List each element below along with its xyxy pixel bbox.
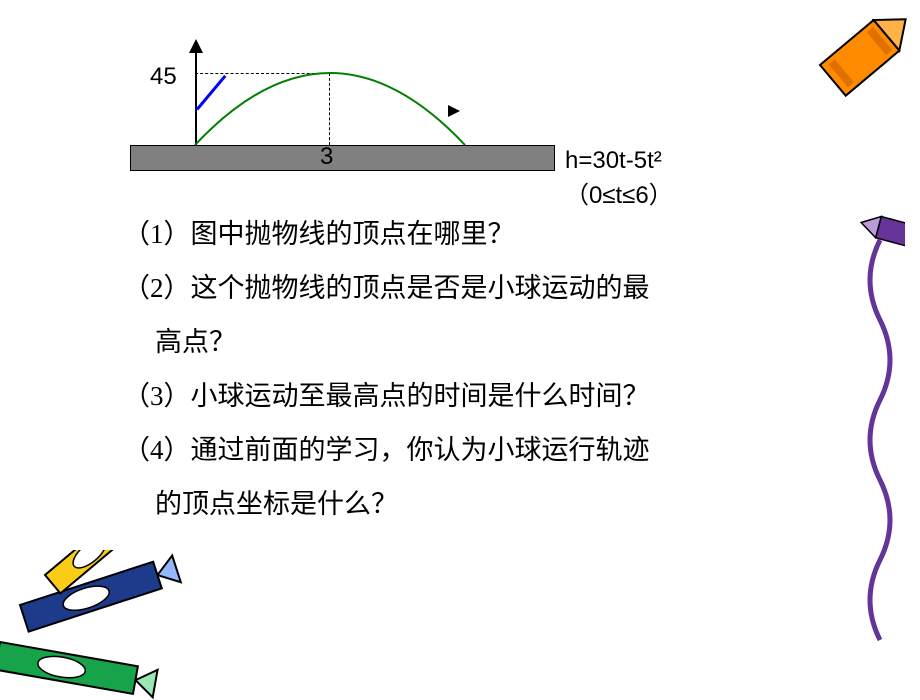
- crayon-decoration-tr: [776, 0, 920, 144]
- formula-text: h=30t-5t²（0≤t≤6）: [565, 147, 685, 210]
- question-3: （3）小球运动至最高点的时间是什么时间？: [123, 372, 763, 422]
- projectile-diagram: 45 3 h=30t-5t²（0≤t≤6）: [145, 45, 685, 190]
- question-4-line2: 的顶点坐标是什么？: [123, 480, 763, 530]
- question-1: （1）图中抛物线的顶点在哪里？: [123, 210, 763, 260]
- crayon-decoration-right: [845, 200, 905, 680]
- crayon-decoration-bl: [0, 550, 220, 700]
- question-2-line1: （2）这个抛物线的顶点是否是小球运动的最: [123, 264, 763, 314]
- question-2-line2: 高点？: [123, 318, 763, 368]
- parabola-curve: [145, 45, 565, 185]
- label-max-height: 45: [150, 63, 177, 91]
- label-vertex-t: 3: [320, 143, 333, 171]
- question-4-line1: （4）通过前面的学习，你认为小球运行轨迹: [123, 426, 763, 476]
- question-list: （1）图中抛物线的顶点在哪里？ （2）这个抛物线的顶点是否是小球运动的最 高点？…: [123, 210, 763, 534]
